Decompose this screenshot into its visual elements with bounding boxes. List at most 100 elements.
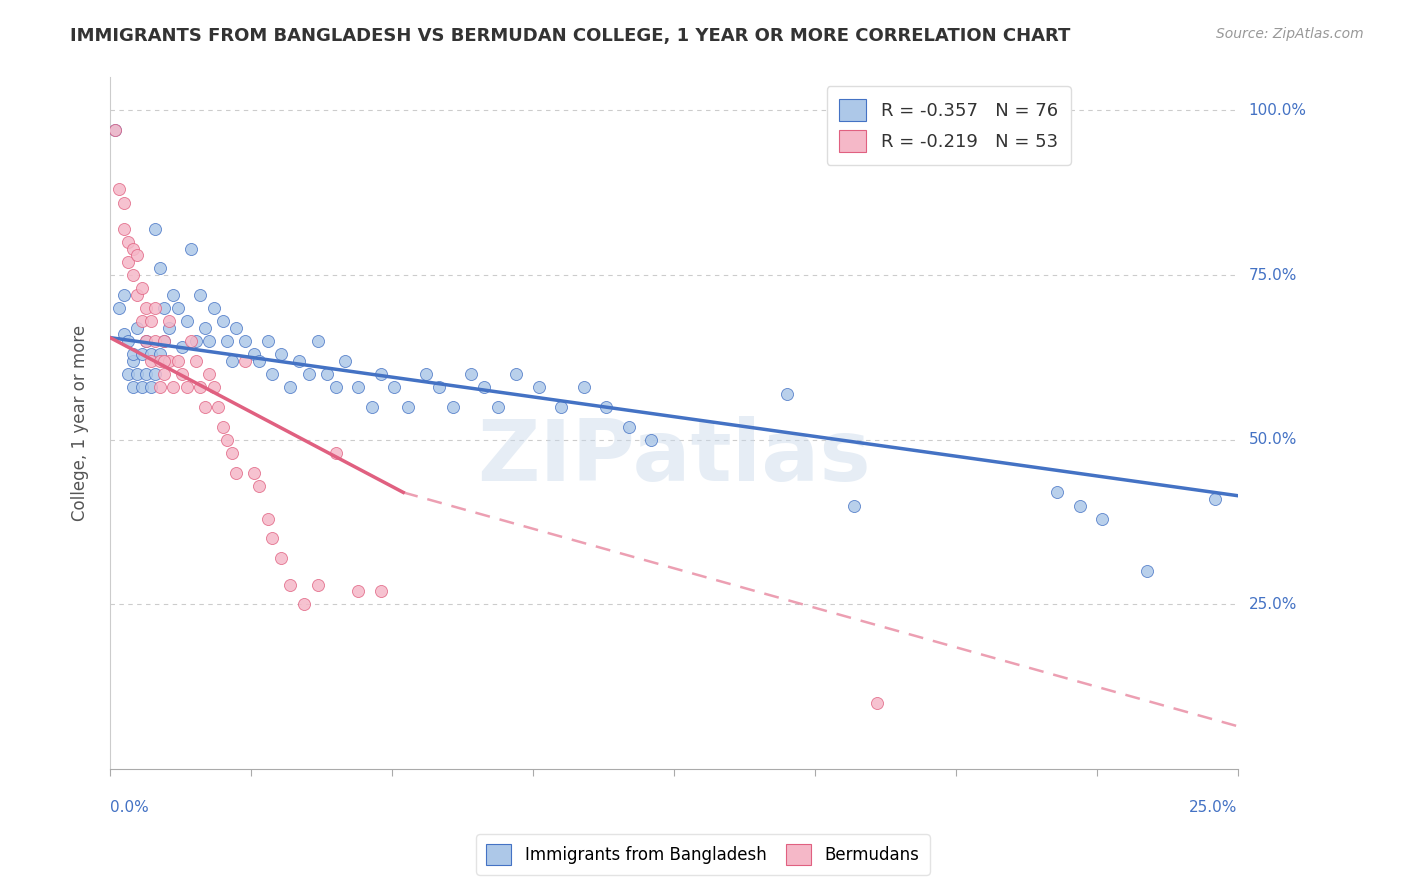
Point	[257, 512, 280, 526]
Point	[166, 301, 188, 315]
Point	[108, 182, 131, 196]
Point	[166, 353, 188, 368]
Point	[292, 598, 315, 612]
Point	[139, 314, 162, 328]
Point	[505, 367, 527, 381]
Point	[143, 301, 166, 315]
Point	[153, 367, 176, 381]
Point	[139, 347, 162, 361]
Point	[149, 347, 172, 361]
Point	[280, 380, 302, 394]
Point	[143, 334, 166, 348]
Point	[117, 255, 139, 269]
Point	[121, 380, 143, 394]
Point	[243, 466, 266, 480]
Point	[172, 367, 194, 381]
Point	[550, 400, 572, 414]
Point	[112, 222, 135, 236]
Point	[135, 334, 157, 348]
Text: 75.0%: 75.0%	[1249, 268, 1296, 283]
Point	[527, 380, 550, 394]
Point	[108, 301, 131, 315]
Text: 100.0%: 100.0%	[1249, 103, 1306, 118]
Point	[1204, 491, 1226, 506]
Point	[127, 287, 149, 301]
Point	[235, 334, 257, 348]
Point	[396, 400, 419, 414]
Point	[280, 577, 302, 591]
Point	[157, 314, 180, 328]
Text: 50.0%: 50.0%	[1249, 433, 1296, 447]
Point	[162, 380, 184, 394]
Point	[370, 584, 392, 599]
Point	[474, 380, 496, 394]
Point	[262, 532, 284, 546]
Point	[112, 327, 135, 342]
Point	[149, 380, 172, 394]
Point	[207, 400, 229, 414]
Point	[325, 446, 347, 460]
Point	[221, 446, 243, 460]
Point	[844, 499, 866, 513]
Point	[257, 334, 280, 348]
Text: 0.0%: 0.0%	[110, 799, 149, 814]
Point	[131, 314, 153, 328]
Point	[131, 380, 153, 394]
Point	[153, 353, 176, 368]
Point	[157, 320, 180, 334]
Point	[131, 281, 153, 295]
Point	[640, 433, 662, 447]
Point	[202, 301, 225, 315]
Point	[460, 367, 482, 381]
Point	[307, 334, 329, 348]
Point	[1046, 485, 1069, 500]
Point	[198, 367, 221, 381]
Point	[103, 123, 125, 137]
Point	[297, 367, 319, 381]
Text: IMMIGRANTS FROM BANGLADESH VS BERMUDAN COLLEGE, 1 YEAR OR MORE CORRELATION CHART: IMMIGRANTS FROM BANGLADESH VS BERMUDAN C…	[70, 27, 1071, 45]
Point	[157, 353, 180, 368]
Point	[347, 380, 370, 394]
Legend: Immigrants from Bangladesh, Bermudans: Immigrants from Bangladesh, Bermudans	[477, 834, 929, 875]
Point	[211, 419, 233, 434]
Point	[121, 353, 143, 368]
Point	[427, 380, 450, 394]
Point	[127, 248, 149, 262]
Point	[1091, 512, 1114, 526]
Point	[866, 696, 889, 710]
Point	[121, 347, 143, 361]
Point	[184, 353, 207, 368]
Point	[112, 287, 135, 301]
Point	[149, 261, 172, 276]
Point	[135, 367, 157, 381]
Point	[149, 353, 172, 368]
Point	[121, 242, 143, 256]
Point	[415, 367, 437, 381]
Point	[247, 479, 270, 493]
Point	[153, 301, 176, 315]
Point	[270, 347, 292, 361]
Point	[288, 353, 311, 368]
Point	[572, 380, 595, 394]
Point	[162, 287, 184, 301]
Point	[103, 123, 125, 137]
Point	[315, 367, 337, 381]
Point	[217, 433, 239, 447]
Point	[143, 222, 166, 236]
Point	[194, 400, 217, 414]
Point	[235, 353, 257, 368]
Point	[117, 334, 139, 348]
Point	[176, 314, 198, 328]
Point	[139, 380, 162, 394]
Point	[112, 195, 135, 210]
Point	[1136, 565, 1159, 579]
Point	[172, 341, 194, 355]
Text: 25.0%: 25.0%	[1249, 597, 1296, 612]
Point	[180, 242, 202, 256]
Point	[307, 577, 329, 591]
Point	[139, 353, 162, 368]
Point	[1069, 499, 1091, 513]
Point	[211, 314, 233, 328]
Point	[262, 367, 284, 381]
Point	[127, 320, 149, 334]
